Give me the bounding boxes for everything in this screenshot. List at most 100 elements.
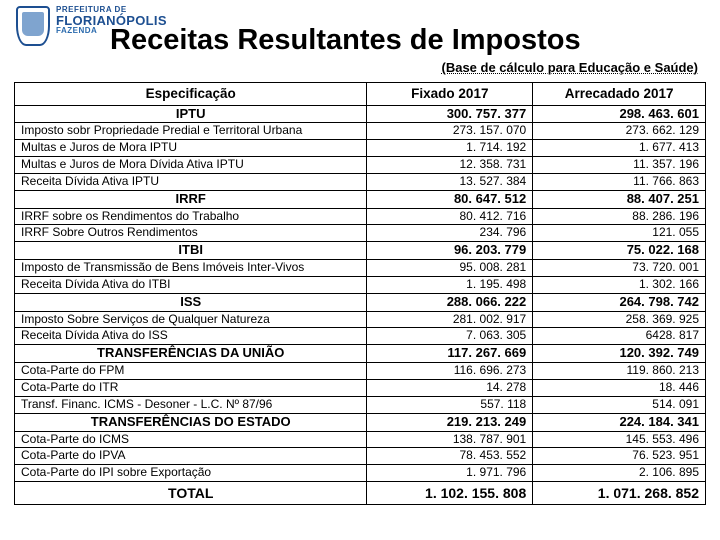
row-desc: ITBI [15, 242, 367, 260]
row-desc: Cota-Parte do FPM [15, 363, 367, 380]
row-desc: Cota-Parte do ICMS [15, 431, 367, 448]
row-desc: IRRF sobre os Rendimentos do Trabalho [15, 208, 367, 225]
row-arrecadado: 75. 022. 168 [533, 242, 706, 260]
row-fixado: 288. 066. 222 [367, 293, 533, 311]
table-row: Multas e Juros de Mora IPTU1. 714. 1921.… [15, 140, 706, 157]
row-fixado: 80. 412. 716 [367, 208, 533, 225]
row-arrecadado: 1. 677. 413 [533, 140, 706, 157]
row-fixado: 78. 453. 552 [367, 448, 533, 465]
row-arrecadado: 224. 184. 341 [533, 413, 706, 431]
row-desc: Transf. Financ. ICMS - Desoner - L.C. Nº… [15, 396, 367, 413]
row-fixado: 300. 757. 377 [367, 105, 533, 123]
table-row: ITBI96. 203. 77975. 022. 168 [15, 242, 706, 260]
table-row: Cota-Parte do FPM116. 696. 273119. 860. … [15, 363, 706, 380]
col-fixado: Fixado 2017 [367, 83, 533, 106]
row-arrecadado: 1. 302. 166 [533, 276, 706, 293]
row-fixado: 117. 267. 669 [367, 345, 533, 363]
row-desc: Receita Dívida Ativa do ISS [15, 328, 367, 345]
row-arrecadado: 145. 553. 496 [533, 431, 706, 448]
table-row: IRRF Sobre Outros Rendimentos234. 796121… [15, 225, 706, 242]
table-row: TOTAL1. 102. 155. 8081. 071. 268. 852 [15, 481, 706, 504]
row-fixado: 273. 157. 070 [367, 123, 533, 140]
table-row: TRANSFERÊNCIAS DA UNIÃO117. 267. 669120.… [15, 345, 706, 363]
row-fixado: 7. 063. 305 [367, 328, 533, 345]
row-desc: Imposto de Transmissão de Bens Imóveis I… [15, 260, 367, 277]
row-arrecadado: 119. 860. 213 [533, 363, 706, 380]
row-fixado: 1. 102. 155. 808 [367, 481, 533, 504]
row-arrecadado: 2. 106. 895 [533, 465, 706, 482]
row-fixado: 12. 358. 731 [367, 157, 533, 174]
row-desc: Receita Dívida Ativa IPTU [15, 173, 367, 190]
row-desc: IRRF [15, 190, 367, 208]
row-fixado: 1. 971. 796 [367, 465, 533, 482]
row-desc: TOTAL [15, 481, 367, 504]
row-fixado: 1. 195. 498 [367, 276, 533, 293]
row-arrecadado: 298. 463. 601 [533, 105, 706, 123]
row-desc: Imposto Sobre Serviços de Qualquer Natur… [15, 311, 367, 328]
row-desc: Cota-Parte do IPI sobre Exportação [15, 465, 367, 482]
row-desc: Multas e Juros de Mora IPTU [15, 140, 367, 157]
row-arrecadado: 18. 446 [533, 379, 706, 396]
table-header-row: Especificação Fixado 2017 Arrecadado 201… [15, 83, 706, 106]
table-row: Receita Dívida Ativa IPTU13. 527. 38411.… [15, 173, 706, 190]
row-arrecadado: 273. 662. 129 [533, 123, 706, 140]
table-row: Imposto de Transmissão de Bens Imóveis I… [15, 260, 706, 277]
col-especificacao: Especificação [15, 83, 367, 106]
row-arrecadado: 6428. 817 [533, 328, 706, 345]
page-subtitle: (Base de cálculo para Educação e Saúde) [442, 60, 699, 75]
shield-icon [16, 6, 50, 46]
row-arrecadado: 11. 357. 196 [533, 157, 706, 174]
row-arrecadado: 76. 523. 951 [533, 448, 706, 465]
row-arrecadado: 120. 392. 749 [533, 345, 706, 363]
page-title: Receitas Resultantes de Impostos [110, 24, 700, 57]
table-row: Multas e Juros de Mora Dívida Ativa IPTU… [15, 157, 706, 174]
tax-table: Especificação Fixado 2017 Arrecadado 201… [14, 82, 706, 505]
row-arrecadado: 514. 091 [533, 396, 706, 413]
table-row: IRRF80. 647. 51288. 407. 251 [15, 190, 706, 208]
table-row: Imposto Sobre Serviços de Qualquer Natur… [15, 311, 706, 328]
row-fixado: 138. 787. 901 [367, 431, 533, 448]
row-fixado: 14. 278 [367, 379, 533, 396]
row-desc: Cota-Parte do IPVA [15, 448, 367, 465]
table-row: Cota-Parte do ITR14. 27818. 446 [15, 379, 706, 396]
table-row: IRRF sobre os Rendimentos do Trabalho80.… [15, 208, 706, 225]
row-arrecadado: 258. 369. 925 [533, 311, 706, 328]
row-desc: IRRF Sobre Outros Rendimentos [15, 225, 367, 242]
row-arrecadado: 11. 766. 863 [533, 173, 706, 190]
table-row: Transf. Financ. ICMS - Desoner - L.C. Nº… [15, 396, 706, 413]
row-fixado: 13. 527. 384 [367, 173, 533, 190]
row-arrecadado: 264. 798. 742 [533, 293, 706, 311]
row-fixado: 95. 008. 281 [367, 260, 533, 277]
table-row: Imposto sobr Propriedade Predial e Terri… [15, 123, 706, 140]
row-arrecadado: 88. 407. 251 [533, 190, 706, 208]
row-desc: IPTU [15, 105, 367, 123]
row-desc: Multas e Juros de Mora Dívida Ativa IPTU [15, 157, 367, 174]
table-row: TRANSFERÊNCIAS DO ESTADO219. 213. 249224… [15, 413, 706, 431]
row-fixado: 1. 714. 192 [367, 140, 533, 157]
table-row: ISS288. 066. 222264. 798. 742 [15, 293, 706, 311]
row-arrecadado: 1. 071. 268. 852 [533, 481, 706, 504]
row-desc: Imposto sobr Propriedade Predial e Terri… [15, 123, 367, 140]
row-fixado: 557. 118 [367, 396, 533, 413]
row-desc: ISS [15, 293, 367, 311]
row-arrecadado: 121. 055 [533, 225, 706, 242]
row-desc: Receita Dívida Ativa do ITBI [15, 276, 367, 293]
row-desc: TRANSFERÊNCIAS DO ESTADO [15, 413, 367, 431]
row-fixado: 281. 002. 917 [367, 311, 533, 328]
table-row: Cota-Parte do IPVA78. 453. 55276. 523. 9… [15, 448, 706, 465]
row-arrecadado: 73. 720. 001 [533, 260, 706, 277]
table-row: IPTU300. 757. 377298. 463. 601 [15, 105, 706, 123]
row-fixado: 219. 213. 249 [367, 413, 533, 431]
table-row: Cota-Parte do ICMS138. 787. 901145. 553.… [15, 431, 706, 448]
row-fixado: 80. 647. 512 [367, 190, 533, 208]
row-arrecadado: 88. 286. 196 [533, 208, 706, 225]
col-arrecadado: Arrecadado 2017 [533, 83, 706, 106]
table-row: Receita Dívida Ativa do ITBI1. 195. 4981… [15, 276, 706, 293]
row-fixado: 116. 696. 273 [367, 363, 533, 380]
tax-table-container: Especificação Fixado 2017 Arrecadado 201… [14, 82, 706, 505]
row-desc: Cota-Parte do ITR [15, 379, 367, 396]
row-fixado: 234. 796 [367, 225, 533, 242]
table-row: Cota-Parte do IPI sobre Exportação1. 971… [15, 465, 706, 482]
row-fixado: 96. 203. 779 [367, 242, 533, 260]
row-desc: TRANSFERÊNCIAS DA UNIÃO [15, 345, 367, 363]
